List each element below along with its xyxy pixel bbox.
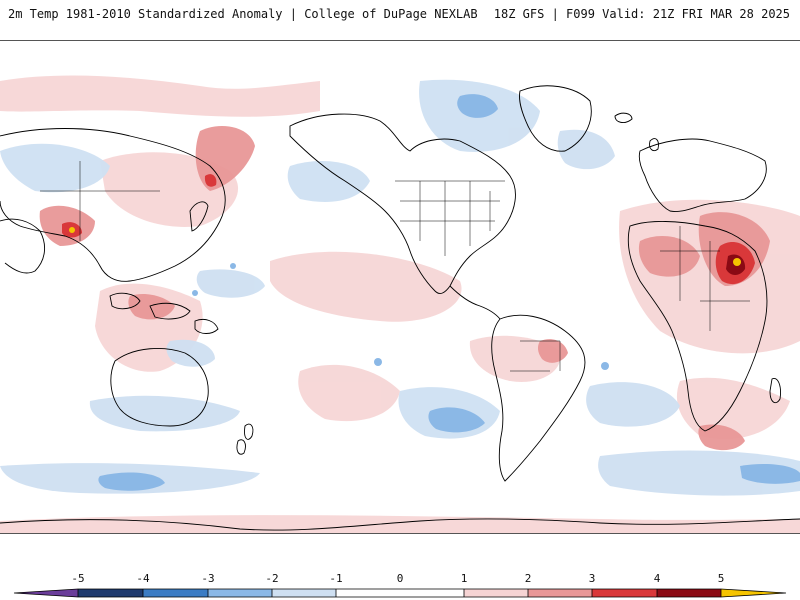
tick-label-neg1: -1 bbox=[329, 572, 342, 585]
colorbar-segment-neg1-1 bbox=[336, 589, 464, 597]
tick-label-1: 1 bbox=[461, 572, 468, 585]
colorbar-segment-pos2-pos3 bbox=[528, 589, 592, 597]
colorbar-segments bbox=[14, 589, 786, 597]
model-valid-time: 18Z GFS | F099 Valid: 21Z FRI MAR 28 202… bbox=[493, 7, 790, 21]
strong-cold-anomaly-shading bbox=[98, 94, 800, 491]
colorbar-segment-neg4-neg3 bbox=[143, 589, 208, 597]
colorbar: -5 -4 -3 -2 -1 0 1 2 3 4 5 bbox=[0, 566, 800, 600]
political-borders bbox=[40, 161, 750, 372]
tick-label-3: 3 bbox=[589, 572, 596, 585]
coastlines bbox=[0, 85, 800, 531]
tick-label-neg5: -5 bbox=[71, 572, 84, 585]
anomaly-map bbox=[0, 75, 800, 533]
colorbar-segment-pos1-pos2 bbox=[464, 589, 528, 597]
colorbar-segment-pos3-pos4 bbox=[592, 589, 657, 597]
title-bar: 2m Temp 1981-2010 Standardized Anomaly |… bbox=[0, 0, 800, 32]
colorbar-segment-pos4-pos5 bbox=[657, 589, 721, 597]
map-panel bbox=[0, 40, 800, 534]
colorbar-svg: -5 -4 -3 -2 -1 0 1 2 3 4 5 bbox=[13, 572, 787, 598]
tick-label-neg4: -4 bbox=[136, 572, 150, 585]
colorbar-segment-neg5-neg4 bbox=[78, 589, 143, 597]
extreme-warm-anomaly-shading bbox=[62, 174, 755, 285]
colorbar-segment-lt-neg5 bbox=[14, 589, 78, 597]
tick-label-4: 4 bbox=[654, 572, 661, 585]
tick-label-neg3: -3 bbox=[201, 572, 214, 585]
colorbar-outline bbox=[13, 588, 787, 598]
colorbar-segment-neg2-neg1 bbox=[272, 589, 336, 597]
tick-label-2: 2 bbox=[525, 572, 532, 585]
colorbar-segment-neg3-neg2 bbox=[208, 589, 272, 597]
colorbar-segment-gt-pos5 bbox=[721, 589, 786, 597]
tick-label-5: 5 bbox=[718, 572, 725, 585]
tick-label-neg2: -2 bbox=[265, 572, 278, 585]
tick-label-0: 0 bbox=[397, 572, 404, 585]
map-title: 2m Temp 1981-2010 Standardized Anomaly |… bbox=[8, 7, 478, 21]
colorbar-tick-labels: -5 -4 -3 -2 -1 0 1 2 3 4 5 bbox=[71, 572, 724, 585]
